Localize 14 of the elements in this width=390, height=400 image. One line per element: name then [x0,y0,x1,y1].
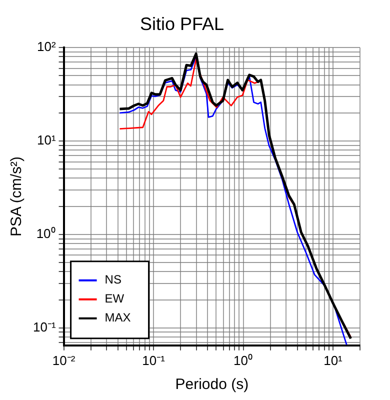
x-tick-label: 10⁻¹ [142,352,166,368]
y-axis-title: PSA (cm/s²) [8,156,26,237]
chart-title: Sitio PFAL [140,14,224,34]
y-tick-label: 10⁰ [36,226,56,242]
y-tick-label: 10⁻¹ [32,319,56,334]
x-axis-title: Periodo (s) [175,376,249,394]
legend-label: NS [104,272,122,287]
legend-label: EW [104,292,125,306]
y-tick-label: 10² [36,39,56,54]
x-tick-label: 10¹ [324,352,344,368]
x-tick-label: 10⁻² [52,352,76,368]
y-tick-label: 10¹ [36,132,56,148]
legend-label: MAX [104,310,131,325]
x-tick-label: 10⁰ [234,352,253,368]
